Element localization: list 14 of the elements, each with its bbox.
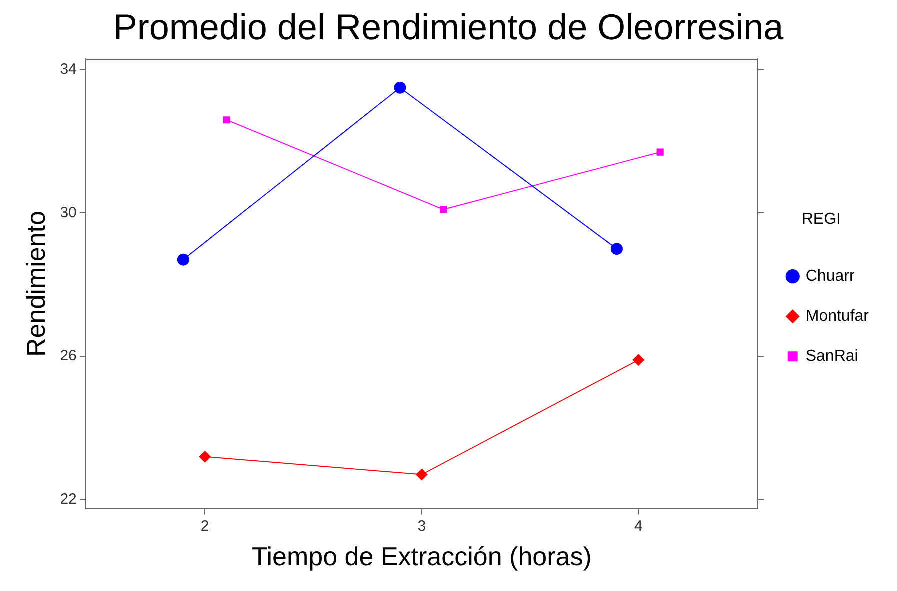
x-tick-label: 4 [634,518,643,535]
legend-label: SanRai [806,348,858,366]
legend-title: REGI [802,210,841,228]
y-axis-title: Rendimiento [20,211,51,357]
x-axis-title: Tiempo de Extracción (horas) [252,542,592,572]
x-tick-label: 3 [418,518,426,535]
y-tick-label: 30 [60,204,77,222]
legend-label: Chuarr [806,268,856,286]
y-tick-label: 34 [60,61,77,78]
y-tick-label: 26 [60,348,77,365]
y-tick-label: 22 [60,490,77,508]
x-tick-label: 2 [200,518,210,535]
legend-label: Montufar [806,308,870,326]
chart-title: Promedio del Rendimiento de Oleorresina [113,6,785,48]
